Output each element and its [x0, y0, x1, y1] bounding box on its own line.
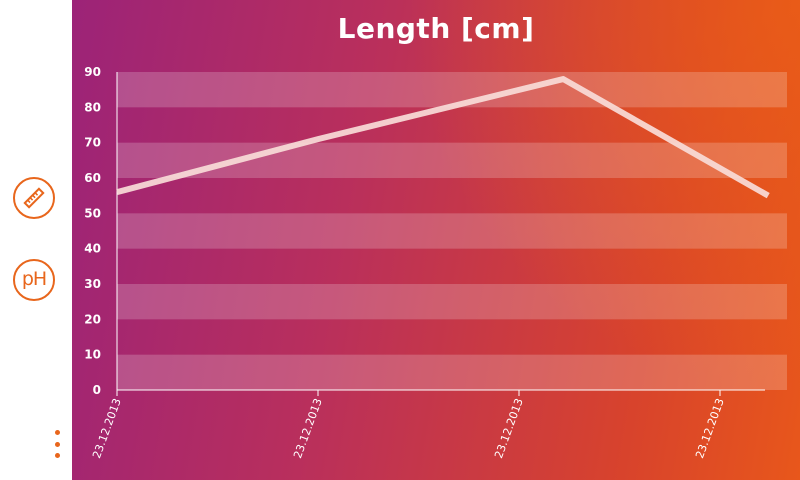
y-tick-label: 30: [84, 277, 101, 291]
x-tick-label: 23.12.2013: [492, 397, 526, 461]
more-vertical-icon[interactable]: [50, 430, 64, 458]
length-line-chart: 0 10 20 30 40 50 60 70 80 90 23.12.2013 23.12.2013…: [84, 65, 787, 461]
x-tick-label: 23.12.2013: [291, 397, 325, 461]
sidebar: pH: [0, 0, 72, 480]
x-tick-label: 23.12.2013: [90, 397, 124, 461]
length-button[interactable]: [13, 177, 55, 219]
y-tick-label: 10: [84, 348, 101, 362]
grid-band: [117, 213, 787, 249]
y-tick-label: 0: [93, 383, 101, 397]
y-tick-label: 50: [84, 206, 101, 220]
x-tick-label: 23.12.2013: [693, 397, 727, 461]
grid-band: [117, 354, 787, 390]
chart-title: Length [cm]: [337, 12, 535, 45]
y-tick-label: 80: [84, 100, 101, 114]
y-tick-label: 20: [84, 312, 101, 326]
grid-band: [117, 72, 787, 108]
ruler-icon: [23, 187, 45, 209]
chart-panel: Length [cm] 0 10 20 30 40 50 60 70 80 90 23.12.20…: [72, 0, 800, 480]
y-tick-label: 60: [84, 171, 101, 185]
ph-button[interactable]: pH: [13, 259, 55, 301]
series-line: [116, 76, 770, 199]
y-tick-label: 40: [84, 242, 101, 256]
y-tick-label: 90: [84, 65, 101, 79]
y-tick-label: 70: [84, 136, 101, 150]
menu-dot: [54, 453, 60, 458]
grid-band: [117, 284, 787, 320]
menu-dot: [54, 441, 60, 447]
menu-dot: [54, 430, 60, 435]
ph-icon-label: pH: [21, 267, 47, 290]
